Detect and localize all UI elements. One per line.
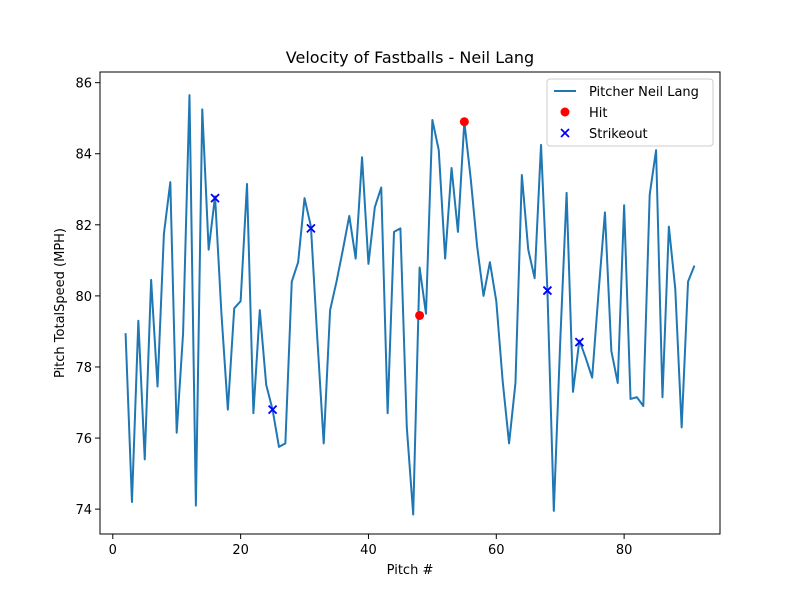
y-tick-label: 74: [75, 503, 92, 518]
axes-frame: [99, 71, 721, 535]
y-tick-label: 82: [75, 219, 92, 234]
x-tick-label: 80: [616, 543, 633, 558]
y-tick-label: 80: [75, 290, 92, 305]
plot-area: [124, 94, 696, 516]
y-tick-label: 78: [75, 361, 92, 376]
legend-strikeout-swatch: [560, 128, 570, 138]
strikeout-point: [574, 337, 585, 347]
x-tick-label: 40: [360, 543, 377, 558]
y-tick-label: 76: [75, 432, 92, 447]
strikeout-point: [210, 193, 220, 203]
series-line-pitcher: [124, 94, 696, 516]
strikeout-point: [306, 223, 316, 234]
x-axis: 0 20 40 60 80: [109, 534, 633, 558]
hit-point: [459, 117, 469, 127]
legend-label: Hit: [589, 106, 607, 121]
x-tick-label: 60: [488, 543, 505, 558]
x-tick-label: 0: [109, 543, 117, 558]
x-tick-label: 20: [232, 543, 249, 558]
legend-label: Strikeout: [589, 127, 648, 142]
chart-title: Velocity of Fastballs - Neil Lang: [286, 48, 534, 67]
x-axis-label: Pitch #: [387, 563, 434, 578]
y-tick-label: 84: [75, 148, 92, 163]
y-axis: 74 76 78 80 82 84 86: [75, 77, 100, 518]
legend: Pitcher Neil Lang Hit Strikeout: [546, 78, 714, 147]
legend-label: Pitcher Neil Lang: [589, 85, 699, 100]
strikeout-point: [267, 404, 278, 415]
hit-point: [415, 310, 425, 320]
strikeout-point: [542, 285, 553, 296]
legend-hit-swatch: [560, 107, 570, 117]
legend-box: [546, 78, 714, 147]
y-tick-label: 86: [75, 77, 92, 92]
y-axis-label: Pitch TotalSpeed (MPH): [53, 228, 68, 378]
